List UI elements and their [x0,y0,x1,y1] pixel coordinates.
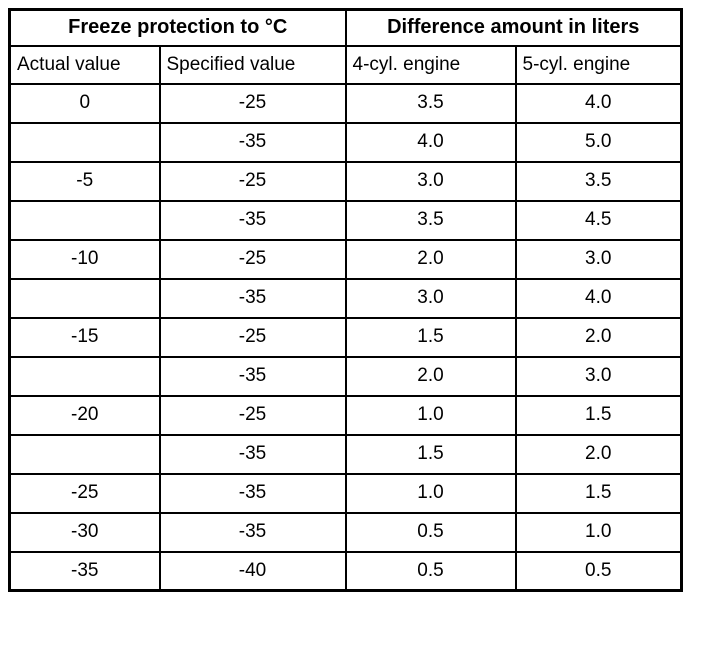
table-cell: -35 [8,550,161,592]
table-cell: 1.5 [514,472,683,514]
table-cell: 3.0 [514,238,683,280]
table-cell: -35 [158,121,347,163]
table-cell: 1.0 [344,394,517,436]
table-cell: -25 [158,160,347,202]
table-cell: 2.0 [514,433,683,475]
table-cell: -10 [8,238,161,280]
table-cell [8,433,161,475]
column-header-actual-value: Actual value [8,44,161,85]
column-header-specified-value: Specified value [158,44,347,85]
table-cell: 0.5 [514,550,683,592]
table-cell: 2.0 [514,316,683,358]
table-row: -35 1.5 2.0 [8,433,683,475]
table-cell: -35 [158,472,347,514]
table-row: -35 3.5 4.5 [8,199,683,241]
header-group-freeze-protection: Freeze protection to °C [8,8,347,47]
table-cell: 2.0 [344,355,517,397]
table-row: -25 -35 1.0 1.5 [8,472,683,514]
table-cell: 3.0 [514,355,683,397]
table-cell: -25 [158,238,347,280]
table-cell: 1.5 [514,394,683,436]
table-cell: 5.0 [514,121,683,163]
table-cell: -35 [158,355,347,397]
table-cell [8,277,161,319]
table-cell: 1.5 [344,316,517,358]
table-row: -15 -25 1.5 2.0 [8,316,683,358]
header-group-row: Freeze protection to °C Difference amoun… [8,8,683,47]
table-cell: -15 [8,316,161,358]
table-cell: 4.0 [514,277,683,319]
table-cell: 0 [8,82,161,124]
table-cell: -35 [158,199,347,241]
table-cell: -5 [8,160,161,202]
table-cell: -35 [158,511,347,553]
table-header: Freeze protection to °C Difference amoun… [8,8,683,85]
table-cell [8,121,161,163]
table-cell: -20 [8,394,161,436]
table-cell: 0.5 [344,511,517,553]
table-row: -30 -35 0.5 1.0 [8,511,683,553]
table-cell: -25 [8,472,161,514]
table-row: -35 -40 0.5 0.5 [8,550,683,592]
table-row: -10 -25 2.0 3.0 [8,238,683,280]
table-body: 0 -25 3.5 4.0 -35 4.0 5.0 -5 -25 3.0 3.5 -35 3.5 4.5-… [8,82,683,592]
column-header-4cyl-engine: 4-cyl. engine [344,44,517,85]
column-header-row: Actual value Specified value 4-cyl. engi… [8,44,683,85]
table-cell: 3.5 [344,199,517,241]
table-cell: -40 [158,550,347,592]
column-header-5cyl-engine: 5-cyl. engine [514,44,683,85]
table-cell: -25 [158,316,347,358]
table-cell: 4.0 [514,82,683,124]
page: Freeze protection to °C Difference amoun… [8,8,683,592]
table-cell [8,355,161,397]
table-row: 0 -25 3.5 4.0 [8,82,683,124]
table-row: -5 -25 3.0 3.5 [8,160,683,202]
table-row: -35 4.0 5.0 [8,121,683,163]
table-cell: 1.5 [344,433,517,475]
table-cell: -25 [158,82,347,124]
table-row: -35 3.0 4.0 [8,277,683,319]
table-cell: 4.0 [344,121,517,163]
table-cell: 1.0 [344,472,517,514]
freeze-protection-table: Freeze protection to °C Difference amoun… [8,8,683,592]
table-cell: -35 [158,433,347,475]
table-row: -20 -25 1.0 1.5 [8,394,683,436]
table-cell: 4.5 [514,199,683,241]
table-cell: -25 [158,394,347,436]
table-cell: 1.0 [514,511,683,553]
table-cell: -30 [8,511,161,553]
table-cell: 2.0 [344,238,517,280]
table-cell: 3.5 [344,82,517,124]
table-cell: 3.0 [344,160,517,202]
header-group-difference-amount: Difference amount in liters [344,8,683,47]
table-cell: 3.0 [344,277,517,319]
table-cell: -35 [158,277,347,319]
table-cell [8,199,161,241]
table-cell: 0.5 [344,550,517,592]
table-cell: 3.5 [514,160,683,202]
table-row: -35 2.0 3.0 [8,355,683,397]
